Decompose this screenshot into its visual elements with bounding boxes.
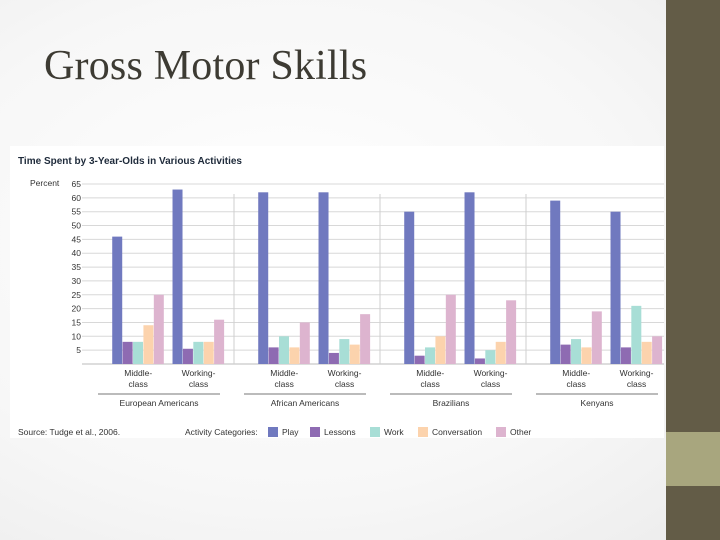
bar <box>258 192 269 364</box>
bar <box>631 305 642 364</box>
bar <box>591 311 602 364</box>
bar <box>279 336 290 364</box>
y-tick-label: 15 <box>72 317 82 327</box>
y-tick-label: 40 <box>72 248 82 258</box>
group-label: Brazilians <box>433 398 470 408</box>
bar <box>550 200 561 364</box>
bar <box>133 341 144 364</box>
legend-swatch <box>268 427 278 437</box>
bar <box>464 192 475 364</box>
bar <box>495 341 506 364</box>
bar <box>474 358 485 364</box>
x-tick-label: class <box>189 379 208 389</box>
bar <box>571 339 582 364</box>
y-axis-label: Percent <box>30 178 60 188</box>
bar <box>414 355 425 364</box>
y-tick-label: 25 <box>72 290 82 300</box>
x-tick-label: Working- <box>620 368 654 378</box>
bar <box>435 336 446 364</box>
y-tick-label: 65 <box>72 179 82 189</box>
bar <box>328 352 339 364</box>
bar <box>425 347 436 364</box>
bar <box>641 341 652 364</box>
slide-sidebar-accent <box>666 432 720 486</box>
bar <box>299 322 310 364</box>
y-tick-label: 35 <box>72 262 82 272</box>
y-tick-label: 45 <box>72 234 82 244</box>
x-tick-label: class <box>335 379 354 389</box>
group-label: African Americans <box>271 398 340 408</box>
x-tick-label: class <box>275 379 294 389</box>
bar <box>214 319 225 364</box>
bar <box>318 192 329 364</box>
bar <box>610 211 621 364</box>
legend-label: Play <box>282 427 299 437</box>
bar <box>404 211 415 364</box>
x-tick-label: class <box>421 379 440 389</box>
bar <box>360 314 371 364</box>
legend-swatch <box>496 427 506 437</box>
group-label: Kenyans <box>580 398 613 408</box>
chart-source: Source: Tudge et al., 2006. <box>18 427 120 437</box>
y-tick-label: 30 <box>72 276 82 286</box>
legend-swatch <box>370 427 380 437</box>
x-tick-label: Middle- <box>124 368 152 378</box>
legend-label: Other <box>510 427 531 437</box>
legend-swatch <box>310 427 320 437</box>
legend-swatch <box>418 427 428 437</box>
bar <box>182 348 193 364</box>
bar <box>122 341 133 364</box>
bar <box>268 347 279 364</box>
bar <box>445 294 456 364</box>
y-tick-label: 50 <box>72 221 82 231</box>
x-tick-label: Middle- <box>270 368 298 378</box>
bar <box>203 341 214 364</box>
y-tick-label: 60 <box>72 193 82 203</box>
bar <box>620 347 631 364</box>
y-tick-label: 55 <box>72 207 82 217</box>
bar <box>143 325 154 364</box>
x-tick-label: class <box>627 379 646 389</box>
bar <box>652 336 663 364</box>
bar <box>339 339 350 364</box>
legend-title: Activity Categories: <box>185 427 258 437</box>
y-tick-label: 5 <box>76 345 81 355</box>
x-tick-label: Middle- <box>562 368 590 378</box>
x-tick-label: Working- <box>474 368 508 378</box>
bar <box>349 344 360 364</box>
x-tick-label: class <box>129 379 148 389</box>
x-tick-label: Middle- <box>416 368 444 378</box>
bar <box>193 341 204 364</box>
chart-title: Time Spent by 3-Year-Olds in Various Act… <box>18 156 242 167</box>
legend-label: Lessons <box>324 427 356 437</box>
bar <box>153 294 164 364</box>
slide-title: Gross Motor Skills <box>44 43 368 89</box>
chart-panel: Time Spent by 3-Year-Olds in Various Act… <box>10 146 664 438</box>
legend-label: Conversation <box>432 427 482 437</box>
bar <box>485 350 496 364</box>
bar <box>506 300 517 364</box>
bar <box>289 347 300 364</box>
x-tick-label: Working- <box>182 368 216 378</box>
y-tick-label: 20 <box>72 304 82 314</box>
bar <box>172 189 183 364</box>
group-label: European Americans <box>120 398 199 408</box>
y-tick-label: 10 <box>72 331 82 341</box>
bar <box>112 236 123 364</box>
bar-chart: Time Spent by 3-Year-Olds in Various Act… <box>18 156 664 437</box>
x-tick-label: class <box>567 379 586 389</box>
bar <box>581 347 592 364</box>
x-tick-label: Working- <box>328 368 362 378</box>
legend-label: Work <box>384 427 404 437</box>
bar <box>560 344 571 364</box>
x-tick-label: class <box>481 379 500 389</box>
